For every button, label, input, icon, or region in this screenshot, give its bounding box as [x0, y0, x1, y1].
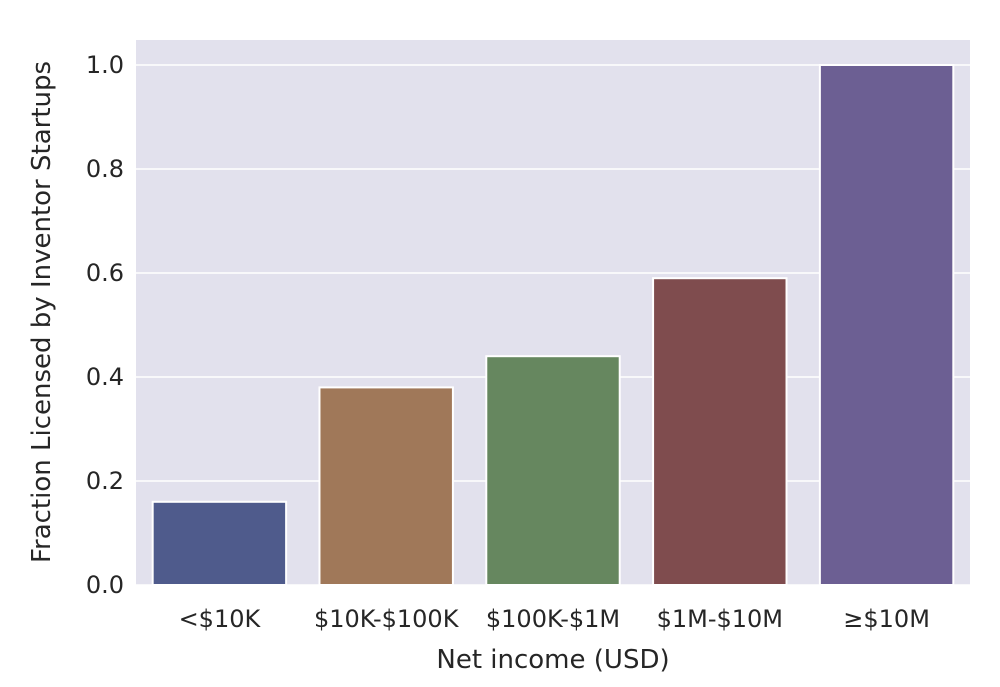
- y-axis-label: Fraction Licensed by Inventor Startups: [27, 61, 57, 563]
- bar: [818, 64, 955, 586]
- bars: [151, 64, 955, 587]
- y-tick-label: 0.4: [86, 363, 124, 391]
- x-tick-label: $100K-$1M: [486, 605, 620, 633]
- y-tick-label: 0.2: [86, 467, 124, 495]
- bar: [652, 277, 788, 586]
- y-tick-labels: 0.0 0.2 0.4 0.6 0.8 1.0: [86, 51, 124, 599]
- x-tick-label: <$10K: [179, 605, 262, 633]
- y-tick-label: 0.8: [86, 155, 124, 183]
- bar: [318, 386, 454, 586]
- bar: [151, 500, 288, 586]
- y-tick-label: 0.0: [86, 571, 124, 599]
- x-tick-labels: <$10K $10K-$100K $100K-$1M $1M-$10M ≥$10M: [179, 605, 930, 633]
- x-tick-label: $1M-$10M: [657, 605, 783, 633]
- x-tick-label: $10K-$100K: [314, 605, 460, 633]
- x-axis-label: Net income (USD): [436, 645, 669, 675]
- x-tick-label: ≥$10M: [843, 605, 930, 633]
- y-tick-label: 1.0: [86, 51, 124, 79]
- bar: [485, 355, 621, 587]
- y-tick-label: 0.6: [86, 259, 124, 287]
